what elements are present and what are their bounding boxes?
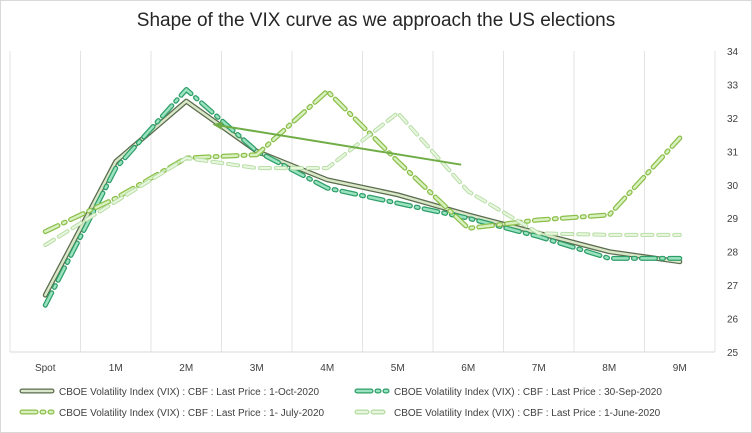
x-tick-label: 4M (320, 363, 334, 374)
x-tick-label: 3M (250, 363, 264, 374)
y-tick-label: 33 (727, 80, 739, 91)
x-tick-label: Spot (35, 363, 56, 374)
legend-label: CBOE Volatility Index (VIX) : CBF : Last… (394, 408, 661, 419)
annotation-layer (212, 121, 462, 166)
x-tick-label: 5M (391, 363, 405, 374)
y-tick-label: 25 (727, 348, 739, 359)
series-line-fill-2 (44, 88, 682, 307)
y-tick-label: 34 (727, 47, 739, 58)
y-tick-label: 32 (727, 114, 739, 125)
y-tick-label: 26 (727, 315, 739, 326)
x-tick-label: 9M (673, 363, 687, 374)
x-tick-label: 6M (461, 363, 475, 374)
legend-layer: CBOE Volatility Index (VIX) : CBF : Last… (19, 387, 662, 419)
x-tick-label: 7M (532, 363, 546, 374)
y-tick-label: 31 (727, 147, 739, 158)
x-tick-label: 2M (179, 363, 193, 374)
legend-label: CBOE Volatility Index (VIX) : CBF : Last… (59, 387, 320, 398)
series-line-fill-3 (44, 89, 682, 233)
x-tick-label: 1M (109, 363, 123, 374)
tick-layer: 25 26 27 28 29 30 31 32 33 34 Spot 1M 2M 3M 4M 5M 6M 7M 8M… (35, 47, 739, 374)
series-layer (42, 87, 683, 308)
chart-title: Shape of the VIX curve as we approach th… (136, 10, 616, 31)
grid-layer (9, 51, 716, 353)
legend-label: CBOE Volatility Index (VIX) : CBF : Last… (394, 387, 662, 398)
legend-label: CBOE Volatility Index (VIX) : CBF : Last… (59, 408, 325, 419)
x-tick-label: 8M (602, 363, 616, 374)
series-line-fill-4 (44, 111, 681, 247)
annotation-arrow (212, 121, 462, 166)
y-tick-label: 28 (727, 248, 739, 259)
y-tick-label: 29 (727, 214, 739, 225)
y-tick-label: 30 (727, 181, 739, 192)
y-tick-label: 27 (727, 281, 739, 292)
